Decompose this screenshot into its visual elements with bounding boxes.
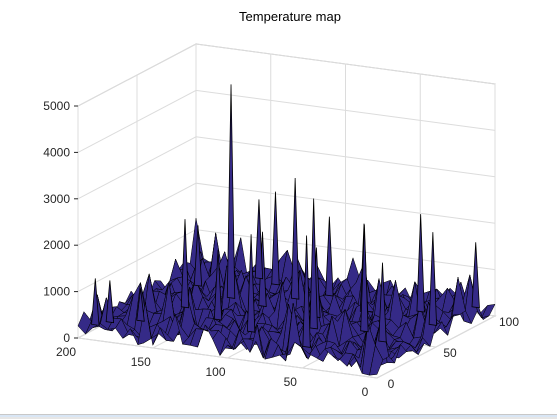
peak-spike bbox=[325, 216, 334, 297]
peak-spike bbox=[213, 249, 223, 321]
peak-spike bbox=[302, 235, 311, 348]
peak-spike bbox=[360, 224, 369, 333]
status-strip bbox=[0, 414, 557, 419]
peak-spike bbox=[309, 198, 318, 330]
x-tick-label: 150 bbox=[131, 355, 151, 369]
peak-spike bbox=[105, 280, 115, 324]
z-tick-label: 3000 bbox=[43, 192, 70, 206]
y-tick-label: 100 bbox=[499, 315, 519, 329]
y-gridline-floor bbox=[77, 337, 378, 379]
z-tick-label: 2000 bbox=[43, 238, 70, 252]
surface-mesh bbox=[77, 218, 496, 376]
peak-spike bbox=[226, 84, 236, 299]
x-tick-label: 50 bbox=[284, 375, 298, 389]
peak-spikes bbox=[91, 84, 480, 348]
peak-spike bbox=[378, 262, 387, 343]
z-tick-label: 5000 bbox=[43, 99, 70, 113]
x-tick-label: 200 bbox=[56, 345, 76, 359]
peak-spike bbox=[193, 225, 203, 287]
peak-spike bbox=[91, 278, 100, 326]
y-tick-label: 50 bbox=[443, 346, 457, 360]
peak-spike bbox=[246, 234, 256, 333]
chart-title: Temperature map bbox=[239, 9, 341, 24]
z-tick-label: 1000 bbox=[43, 285, 70, 299]
x-tick-label: 0 bbox=[362, 385, 369, 399]
status-strip-accent bbox=[0, 415, 557, 417]
x-tick-label: 100 bbox=[205, 365, 225, 379]
peak-spike bbox=[291, 178, 300, 300]
peak-spike bbox=[416, 214, 425, 313]
peak-spike bbox=[471, 242, 480, 309]
peak-spike bbox=[180, 219, 190, 309]
z-tick-label: 0 bbox=[63, 331, 70, 345]
peak-spike bbox=[136, 288, 145, 322]
z-tick-label: 4000 bbox=[43, 145, 70, 159]
peak-spike bbox=[254, 199, 264, 280]
peak-spike bbox=[271, 191, 280, 286]
surface-cell bbox=[369, 344, 384, 376]
peak-spike bbox=[428, 232, 438, 326]
y-tick-label: 0 bbox=[388, 377, 395, 391]
